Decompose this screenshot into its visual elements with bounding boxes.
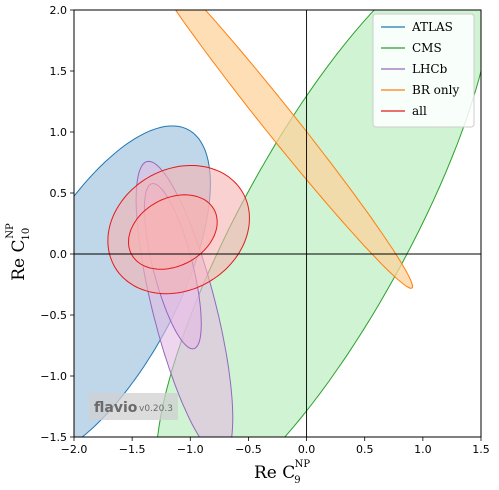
region-all-1sigma bbox=[127, 194, 218, 270]
y-tick-label: −0.5 bbox=[40, 309, 67, 322]
x-tick-label: 0.5 bbox=[356, 443, 374, 456]
y-tick-label: 1.0 bbox=[50, 126, 68, 139]
y-tick-label: 0.0 bbox=[50, 248, 68, 261]
legend-box bbox=[372, 13, 475, 128]
legend-label-atlas: ATLAS bbox=[411, 20, 453, 34]
watermark: flavio v0.20.3 bbox=[89, 393, 178, 420]
legend-label-all: all bbox=[412, 104, 427, 118]
x-tick-label: −0.5 bbox=[235, 443, 262, 456]
x-tick-label: −1.5 bbox=[119, 443, 146, 456]
zero-lines bbox=[74, 10, 481, 437]
legend-label-cms: CMS bbox=[412, 41, 442, 55]
x-tick-label: 0.0 bbox=[298, 443, 316, 456]
x-axis-label: Re C9NP bbox=[254, 459, 310, 486]
y-axis-label: Re C10NP bbox=[5, 223, 32, 281]
watermark-name: flavio bbox=[94, 400, 138, 416]
y-tick-label: 2.0 bbox=[50, 4, 68, 17]
plot-frame bbox=[73, 9, 482, 438]
y-axis-ticks: −1.5 −1.0 −0.5 0.0 0.5 1.0 1.5 2.0 bbox=[40, 4, 74, 444]
legend-label-lhcb: LHCb bbox=[412, 62, 448, 76]
x-axis-ticks: −2.0 −1.5 −1.0 −0.5 0.0 0.5 1.0 1.5 bbox=[61, 437, 490, 456]
watermark-version: v0.20.3 bbox=[139, 404, 173, 414]
watermark-box bbox=[89, 393, 178, 420]
x-tick-label: 1.5 bbox=[472, 443, 490, 456]
x-tick-label: −1.0 bbox=[177, 443, 204, 456]
y-tick-label: 1.5 bbox=[50, 65, 68, 78]
legend: ATLAS CMS LHCb BR only all bbox=[372, 13, 475, 128]
legend-label-br-only: BR only bbox=[412, 83, 459, 97]
x-tick-label: 1.0 bbox=[414, 443, 432, 456]
y-tick-label: 0.5 bbox=[50, 187, 68, 200]
region-br-only-1sigma bbox=[174, 10, 413, 289]
y-tick-label: −1.5 bbox=[40, 431, 67, 444]
y-tick-label: −1.0 bbox=[40, 370, 67, 383]
x-tick-label: −2.0 bbox=[61, 443, 88, 456]
